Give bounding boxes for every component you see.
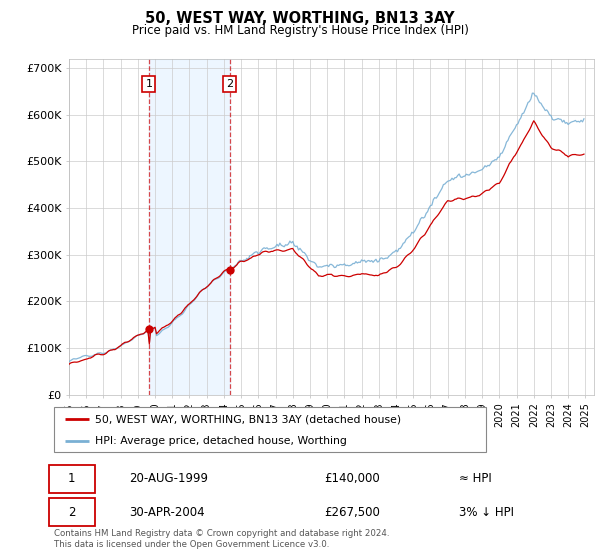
Text: HPI: Average price, detached house, Worthing: HPI: Average price, detached house, Wort… bbox=[95, 436, 347, 446]
Text: £267,500: £267,500 bbox=[324, 506, 380, 519]
FancyBboxPatch shape bbox=[49, 498, 95, 526]
Text: 30-APR-2004: 30-APR-2004 bbox=[130, 506, 205, 519]
Text: Contains HM Land Registry data © Crown copyright and database right 2024.
This d: Contains HM Land Registry data © Crown c… bbox=[54, 529, 389, 549]
Text: 1: 1 bbox=[68, 472, 76, 486]
Text: 50, WEST WAY, WORTHING, BN13 3AY: 50, WEST WAY, WORTHING, BN13 3AY bbox=[145, 11, 455, 26]
Text: 20-AUG-1999: 20-AUG-1999 bbox=[130, 472, 209, 486]
Bar bbox=[149, 59, 230, 395]
Text: ≈ HPI: ≈ HPI bbox=[459, 472, 492, 486]
FancyBboxPatch shape bbox=[49, 465, 95, 493]
Text: 2: 2 bbox=[226, 79, 233, 89]
Text: 2: 2 bbox=[68, 506, 76, 519]
Text: 50, WEST WAY, WORTHING, BN13 3AY (detached house): 50, WEST WAY, WORTHING, BN13 3AY (detach… bbox=[95, 414, 401, 424]
Text: Price paid vs. HM Land Registry's House Price Index (HPI): Price paid vs. HM Land Registry's House … bbox=[131, 24, 469, 37]
Text: 3% ↓ HPI: 3% ↓ HPI bbox=[459, 506, 514, 519]
Text: 1: 1 bbox=[145, 79, 152, 89]
Text: £140,000: £140,000 bbox=[324, 472, 380, 486]
